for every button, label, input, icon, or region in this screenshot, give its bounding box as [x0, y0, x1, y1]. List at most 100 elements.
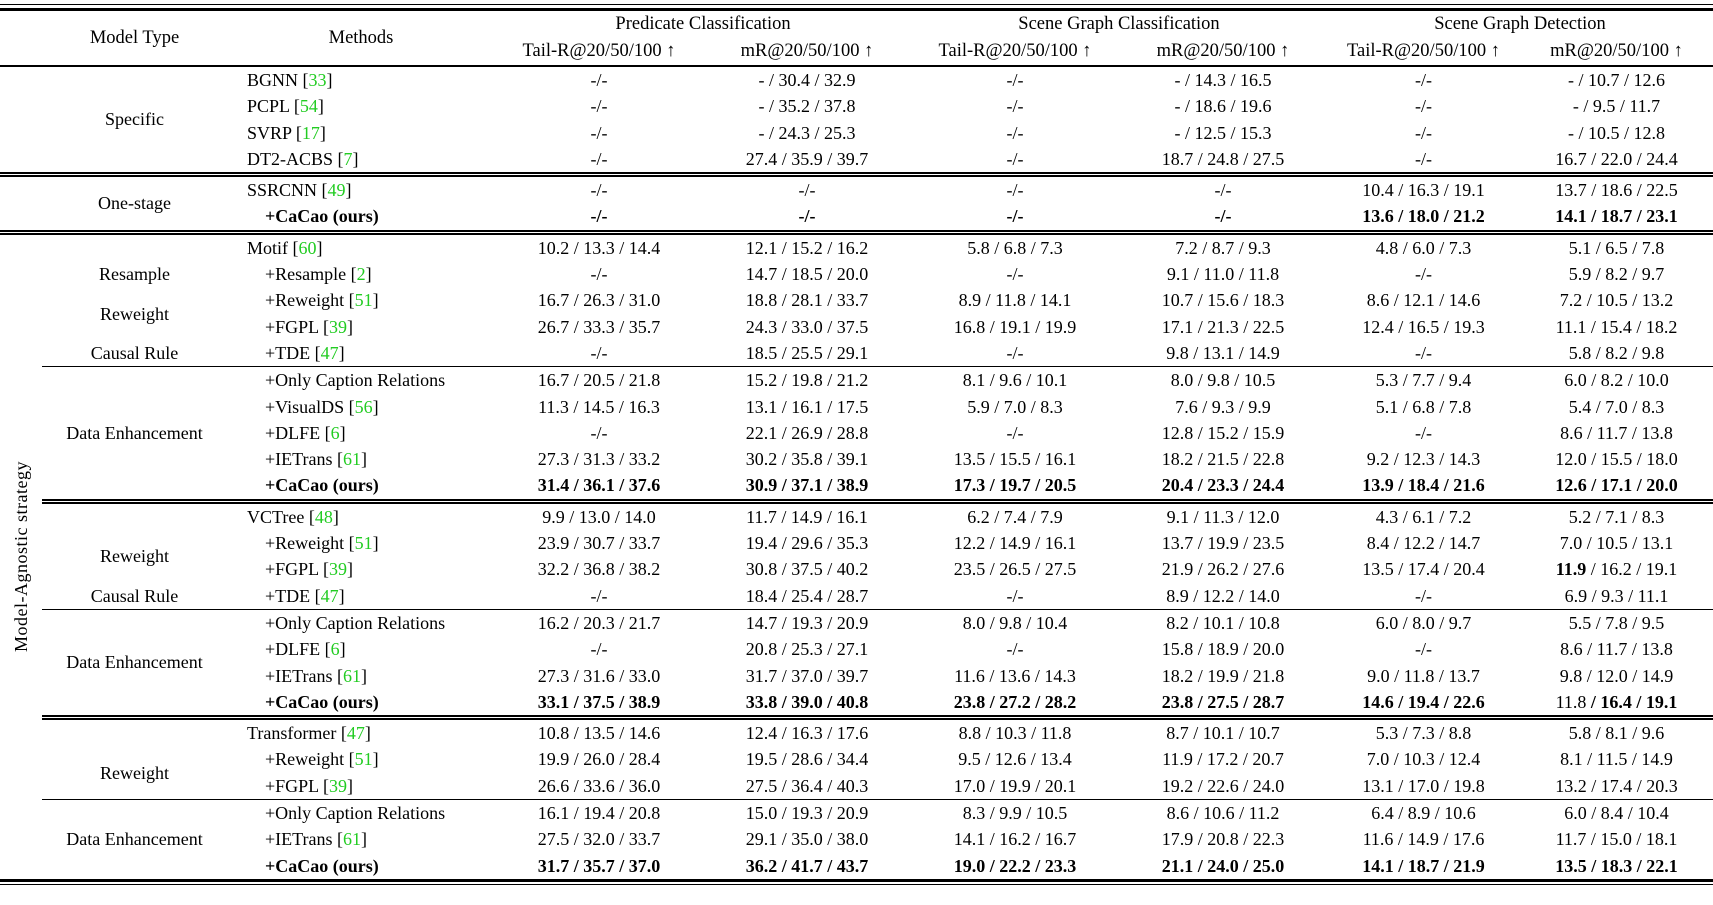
- metric-cell: 9.8 / 12.0 / 14.9: [1559, 665, 1674, 686]
- method-cell: +IETrans [61]: [265, 449, 367, 470]
- method-cell: +CaCao (ours): [265, 691, 379, 712]
- metric-segment: 11.8: [1555, 691, 1587, 712]
- subcol-header-tail-r: Tail-R@20/50/100 ↑: [495, 38, 703, 67]
- metric-cell: 11.9 / 17.2 / 20.7: [1162, 749, 1284, 770]
- metric-cell: 8.4 / 12.2 / 14.7: [1366, 533, 1481, 554]
- metric-cell: 18.2 / 21.5 / 22.8: [1161, 449, 1285, 470]
- table-row: Transformer [47] 10.8 / 13.5 / 14.6 12.4 /…: [0, 715, 1713, 747]
- metric-cell: -/-: [1415, 148, 1432, 169]
- metric-cell: 33.8 / 39.0 / 40.8: [745, 691, 869, 712]
- metric-cell: 21.1 / 24.0 / 25.0: [1161, 855, 1285, 876]
- metric-cell: 31.7 / 37.0 / 39.7: [745, 665, 869, 686]
- table-row: PCPL [54] -/- - / 35.2 / 37.8 -/- - / 18.6 /…: [0, 93, 1713, 119]
- metric-cell: 9.5 / 12.6 / 13.4: [958, 749, 1072, 770]
- metric-cell: 14.1 / 16.2 / 16.7: [953, 829, 1077, 850]
- model-type-cell: Reweight: [100, 546, 169, 567]
- metric-cell: - / 10.5 / 12.8: [1568, 122, 1665, 143]
- table-row: +IETrans [61] 27.5 / 32.0 / 33.7 29.1 / 35…: [0, 826, 1713, 852]
- table-row: Causal Rule +TDE [47] -/- 18.4 / 25.4 / 28.…: [0, 583, 1713, 610]
- metric-cell: 13.9 / 18.4 / 21.6: [1362, 475, 1485, 496]
- metric-cell: -/-: [1415, 70, 1432, 90]
- metric-cell: 9.1 / 11.0 / 11.8: [1166, 264, 1280, 285]
- metric-cell: 12.2 / 14.9 / 16.1: [953, 533, 1077, 554]
- model-type-cell: [42, 498, 227, 531]
- bottom-rule: [0, 878, 1713, 885]
- method-cell: +CaCao (ours): [265, 475, 379, 496]
- method-cell: Transformer [47]: [227, 715, 495, 747]
- metric-cell: 11.9 / 16.2 / 19.1: [1520, 556, 1713, 582]
- group-header-scene-graph-classification: Scene Graph Classification: [1018, 14, 1220, 35]
- metric-cell: 27.4 / 35.9 / 39.7: [745, 148, 869, 169]
- metric-cell: -/-: [1415, 342, 1432, 363]
- table-row: Data Enhancement +Only Caption Relations 1…: [0, 608, 1713, 718]
- method-cell: +FGPL [39]: [265, 775, 353, 796]
- metric-cell: -/-: [1006, 639, 1024, 660]
- metric-cell: 6.2 / 7.4 / 7.9: [911, 498, 1119, 531]
- rotated-section-label: Model-Agnostic strategy: [0, 229, 42, 881]
- col-header-model-type: Model Type: [42, 9, 227, 67]
- citation-number: 60: [298, 237, 317, 258]
- metric-cell: -/-: [911, 172, 1119, 204]
- metric-cell: - / 24.3 / 25.3: [758, 122, 856, 143]
- table-row: Resample +Resample [2] -/- 14.7 / 18.5 / 20…: [0, 261, 1713, 287]
- table-row: Causal Rule +TDE [47] -/- 18.5 / 25.5 / 29.…: [0, 340, 1713, 367]
- metric-cell: 8.0 / 9.8 / 10.5: [1119, 366, 1327, 394]
- metric-cell: 15.0 / 19.3 / 20.9: [703, 799, 911, 827]
- method-cell: Motif [60]: [227, 229, 495, 262]
- citation-number: 48: [314, 506, 333, 527]
- metric-cell: 13.7 / 18.6 / 22.5: [1520, 172, 1713, 204]
- metric-cell: 8.7 / 10.1 / 10.7: [1119, 715, 1327, 747]
- citation-number: 61: [343, 829, 361, 850]
- metric-cell: -/-: [1006, 206, 1024, 227]
- metric-cell: 5.9 / 8.2 / 9.7: [1568, 264, 1665, 285]
- citation-number: 39: [329, 316, 347, 337]
- metric-cell: -/-: [590, 148, 608, 169]
- table-row: +CaCao (ours) -/- -/- -/- -/- 13.6 / 18.0 / 2…: [0, 203, 1713, 232]
- metric-cell: 23.8 / 27.5 / 28.7: [1161, 691, 1285, 712]
- metric-cell: -/-: [1119, 172, 1327, 204]
- metric-cell: 4.8 / 6.0 / 7.3: [1327, 229, 1520, 262]
- method-cell: +IETrans [61]: [265, 665, 367, 686]
- metric-cell: 31.4 / 36.1 / 37.6: [537, 475, 661, 496]
- metric-cell: 27.3 / 31.6 / 33.0: [537, 665, 661, 686]
- metric-cell: 15.2 / 19.8 / 21.2: [703, 366, 911, 394]
- method-cell: SVRP [17]: [247, 122, 326, 143]
- citation-number: 51: [354, 749, 373, 770]
- table-row: +DLFE [6] -/- 22.1 / 26.9 / 28.8 -/- 12.8 / …: [0, 420, 1713, 446]
- metric-cell: 19.2 / 22.6 / 24.0: [1161, 775, 1285, 796]
- metric-cell: 19.4 / 29.6 / 35.3: [745, 533, 869, 554]
- metric-cell: 5.9 / 7.0 / 8.3: [967, 396, 1063, 417]
- table-row: Specific BGNN [33] -/- - / 30.4 / 32.9 -/- - …: [0, 66, 1713, 129]
- group-header-predicate-classification: Predicate Classification: [615, 14, 791, 35]
- metric-cell: 8.9 / 12.2 / 14.0: [1166, 585, 1280, 606]
- method-cell: DT2-ACBS [7]: [247, 148, 359, 169]
- method-cell: +IETrans [61]: [265, 829, 367, 850]
- table-row: Model-Agnostic strategy Motif [60] 10.2 / …: [0, 229, 1713, 881]
- citation-number: 6: [330, 639, 340, 660]
- citation-number: 6: [330, 422, 340, 443]
- metric-cell: -/-: [1006, 96, 1024, 117]
- metric-cell: 5.8 / 8.1 / 9.6: [1520, 715, 1713, 747]
- citation-number: 61: [343, 665, 361, 686]
- metric-cell: 14.7 / 19.3 / 20.9: [703, 608, 911, 637]
- metric-cell: 23.8 / 27.2 / 28.2: [953, 691, 1077, 712]
- method-cell: +Only Caption Relations: [227, 799, 495, 827]
- method-cell: +Only Caption Relations: [227, 366, 495, 394]
- metric-cell: 6.0 / 8.0 / 9.7: [1327, 608, 1520, 637]
- metric-cell: 14.6 / 19.4 / 22.6: [1362, 691, 1485, 712]
- metric-cell: 11.8 / 16.4 / 19.1: [1520, 689, 1713, 718]
- metric-cell: 8.9 / 11.8 / 14.1: [958, 290, 1072, 311]
- model-type-cell: Causal Rule: [90, 585, 179, 606]
- table-row: Data Enhancement +Only Caption Relations 1…: [0, 366, 1713, 502]
- metric-cell: 7.2 / 8.7 / 9.3: [1119, 229, 1327, 262]
- metric-cell: 13.5 / 18.3 / 22.1: [1555, 855, 1678, 876]
- metric-cell: 5.3 / 7.3 / 8.8: [1327, 715, 1520, 747]
- metric-cell: - / 30.4 / 32.9: [758, 70, 856, 90]
- top-rule: [0, 4, 1713, 11]
- metric-cell: 5.5 / 7.8 / 9.5: [1520, 608, 1713, 637]
- table-row: +IETrans [61] 27.3 / 31.6 / 33.0 31.7 / 37…: [0, 663, 1713, 689]
- table-row: Reweight +Reweight [51] 23.9 / 30.7 / 33.7…: [0, 530, 1713, 566]
- metric-cell: -/-: [590, 122, 608, 143]
- metric-cell: 29.1 / 35.0 / 38.0: [745, 829, 869, 850]
- citation-number: 61: [343, 449, 361, 470]
